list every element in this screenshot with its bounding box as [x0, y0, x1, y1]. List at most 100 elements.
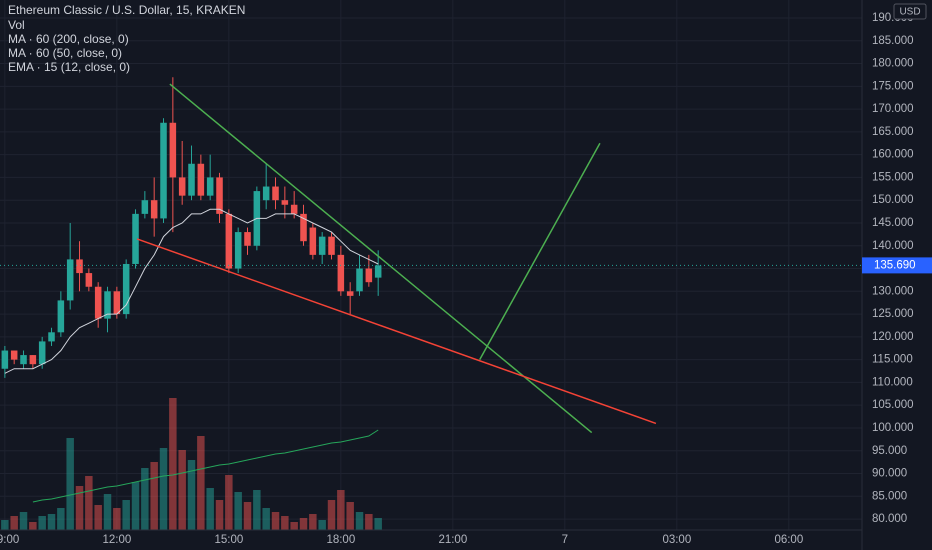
- candle-body: [113, 291, 121, 315]
- candle-body: [141, 200, 149, 214]
- volume-bar: [178, 450, 186, 530]
- y-tick-label: 105.000: [872, 399, 914, 411]
- y-tick-label: 155.000: [872, 171, 914, 183]
- candle-body: [225, 213, 233, 269]
- volume-pane: [1, 398, 382, 530]
- candle-body: [365, 268, 373, 283]
- y-tick-label: 175.000: [872, 80, 914, 92]
- volume-bar: [19, 512, 28, 530]
- volume-bar: [85, 476, 93, 530]
- trend-line: [169, 83, 593, 434]
- volume-bar: [271, 512, 280, 530]
- y-tick-label: 160.000: [872, 149, 914, 161]
- indicator-label: Vol: [8, 18, 25, 32]
- candle-body: [234, 232, 242, 269]
- x-tick-label: 21:00: [438, 534, 467, 546]
- candle-body: [290, 204, 298, 214]
- candle-body: [94, 286, 102, 319]
- candle-body: [169, 122, 177, 178]
- candle-body: [197, 163, 205, 196]
- volume-bar: [253, 490, 261, 530]
- volume-bar: [206, 488, 214, 530]
- candle-body: [262, 186, 270, 201]
- y-tick-label: 180.000: [872, 58, 914, 70]
- candle-body: [122, 263, 130, 315]
- y-tick-label: 150.000: [872, 194, 914, 206]
- volume-bar: [290, 522, 298, 530]
- x-tick-label: 7: [562, 534, 568, 546]
- last-price-box: [862, 257, 932, 274]
- candle-body: [281, 200, 289, 205]
- candle-body: [48, 332, 55, 342]
- candle-body: [20, 355, 27, 365]
- volume-bar: [262, 508, 270, 530]
- indicator-label: MA · 60 (200, close, 0): [8, 32, 129, 46]
- candle-body: [318, 236, 326, 255]
- y-tick-label: 85.000: [872, 490, 907, 502]
- volume-bar: [113, 508, 121, 530]
- x-tick-label: 03:00: [662, 534, 691, 546]
- volume-bar: [57, 508, 65, 530]
- volume-bar: [169, 398, 177, 530]
- x-tick-label: 18:00: [326, 534, 355, 546]
- volume-bar: [346, 502, 354, 530]
- candle-body: [216, 177, 223, 214]
- y-tick-label: 145.000: [872, 217, 914, 229]
- volume-bar: [131, 482, 140, 530]
- y-tick-label: 80.000: [872, 513, 907, 525]
- volume-bar: [309, 514, 317, 530]
- volume-bar: [150, 462, 158, 530]
- currency-box[interactable]: [893, 3, 927, 20]
- candle-body: [160, 122, 167, 219]
- y-tick-label: 165.000: [872, 126, 914, 138]
- volume-bar: [234, 492, 242, 530]
- y-tick-label: 185.000: [872, 35, 914, 47]
- volume-bar: [29, 522, 37, 530]
- currency-label[interactable]: USD: [899, 7, 920, 18]
- volume-bar: [225, 475, 233, 530]
- volume-bar: [355, 512, 364, 530]
- trend-line: [136, 238, 657, 425]
- volume-bar: [1, 520, 9, 530]
- volume-ma-line: [32, 429, 379, 503]
- candle-body: [1, 350, 9, 369]
- volume-bar: [159, 448, 168, 530]
- volume-bar: [327, 500, 336, 530]
- x-tick-label: 09:00: [0, 534, 19, 546]
- candle-body: [346, 291, 354, 296]
- candle-body: [337, 254, 345, 292]
- indicator-label: EMA · 15 (12, close, 0): [8, 60, 130, 74]
- volume-bar: [122, 500, 130, 530]
- y-tick-label: 110.000: [872, 376, 913, 388]
- x-tick-label: 15:00: [214, 534, 243, 546]
- volume-bar: [187, 460, 196, 530]
- candle-body: [188, 163, 195, 196]
- y-tick-label: 125.000: [872, 308, 914, 320]
- candle-body: [300, 213, 307, 242]
- candle-body: [85, 273, 93, 287]
- candle-body: [38, 341, 46, 365]
- volume-bar: [365, 514, 373, 530]
- y-tick-label: 95.000: [872, 445, 907, 457]
- candle-body: [374, 265, 382, 278]
- candle-body: [178, 177, 186, 196]
- y-tick-label: 140.000: [872, 240, 914, 252]
- trend-line: [479, 142, 601, 360]
- volume-bar: [243, 502, 252, 530]
- y-tick-label: 90.000: [872, 468, 907, 480]
- volume-bar: [38, 516, 46, 530]
- ema-line: [4, 208, 379, 374]
- volume-bar: [374, 518, 382, 530]
- volume-bar: [10, 516, 18, 530]
- last-price-label: 135.690: [874, 259, 916, 271]
- candle-body: [272, 186, 279, 201]
- volume-bar: [141, 468, 149, 530]
- y-tick-label: 170.000: [872, 103, 914, 115]
- candle-body: [244, 232, 251, 246]
- x-tick-label: 12:00: [102, 534, 131, 546]
- volume-bar: [337, 490, 345, 530]
- candle-body: [104, 291, 111, 319]
- candle-body: [132, 213, 139, 264]
